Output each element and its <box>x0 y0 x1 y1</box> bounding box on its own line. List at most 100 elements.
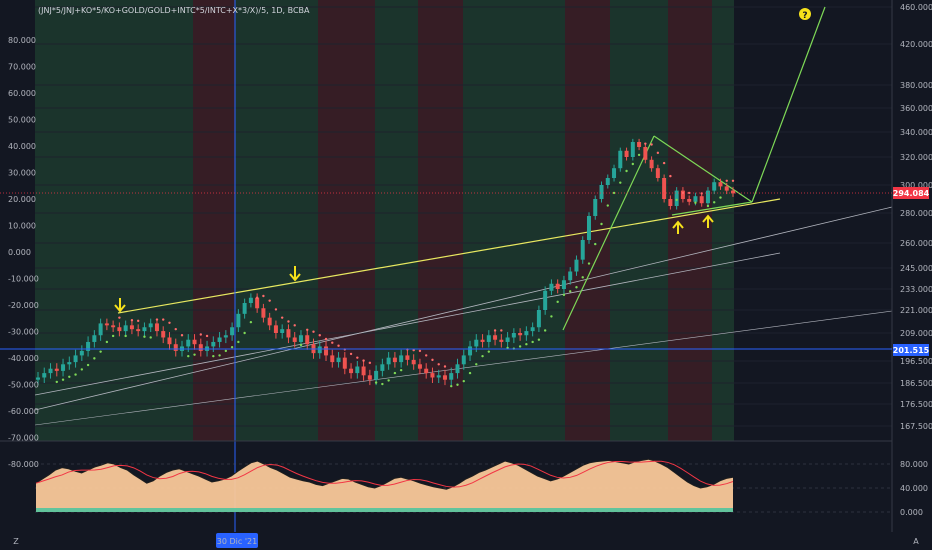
ma-dot <box>675 198 678 202</box>
right-axis: 460.000 420.000 380.000 360.000 340.000 320.0… <box>891 0 932 532</box>
candle-body <box>267 317 272 326</box>
ma-dot <box>468 371 472 375</box>
ma-dot <box>719 196 722 199</box>
trendline-green[interactable] <box>562 135 655 331</box>
arrow-up-icon <box>702 214 714 228</box>
ma-dot <box>306 328 309 332</box>
timezone-button[interactable]: Z <box>13 537 19 546</box>
ma-dot <box>155 318 159 321</box>
time-axis-bar <box>0 532 932 550</box>
auto-scale-button[interactable]: A <box>913 537 919 546</box>
candle-body <box>461 355 466 365</box>
candle-body <box>104 323 109 326</box>
ma-dot <box>443 365 447 368</box>
last-price-label: 294.084 <box>893 189 930 198</box>
ma-dot <box>174 327 177 331</box>
trendline-gray[interactable] <box>34 252 781 396</box>
ma-dot <box>631 162 635 166</box>
candle-body <box>129 325 134 330</box>
horizontal-level-label: 201.515 <box>893 346 930 355</box>
candle-body <box>699 196 704 204</box>
candle-body <box>330 355 335 363</box>
candle-body <box>298 335 303 342</box>
ma-dot <box>180 334 184 337</box>
ma-dot <box>168 321 171 324</box>
grid <box>35 6 892 427</box>
candle-body <box>605 178 610 185</box>
candle-body <box>668 199 673 206</box>
ma-dot <box>625 169 628 173</box>
ma-dot <box>262 294 265 298</box>
ma-dot <box>118 316 121 319</box>
left-axis-tick: -10.000 <box>8 275 39 284</box>
candle-body <box>399 355 404 363</box>
candle-body <box>92 335 97 342</box>
candle-body <box>449 373 454 380</box>
ma-dot <box>418 349 422 353</box>
candle-body <box>142 327 147 332</box>
ma-dot <box>562 293 566 297</box>
trendline-gray[interactable] <box>34 206 893 411</box>
candle-body <box>593 199 598 216</box>
ma-dot <box>531 340 534 344</box>
candle-body <box>411 359 416 365</box>
ma-dot <box>349 352 353 356</box>
arrow-down-icon <box>289 266 301 282</box>
left-axis-tick: -40.000 <box>8 354 39 363</box>
ma-dot <box>105 340 109 344</box>
ma-dot <box>487 350 491 353</box>
candle-body <box>430 373 435 378</box>
candle-body <box>436 375 441 378</box>
candle-body <box>361 366 366 376</box>
left-axis-tick: -30.000 <box>8 328 39 337</box>
candle-body <box>54 368 59 371</box>
ma-dot <box>324 337 328 341</box>
left-axis-tick: 70.000 <box>8 63 36 72</box>
left-axis-tick: -60.000 <box>8 407 39 416</box>
ma-dot <box>80 368 84 371</box>
projection-line[interactable] <box>751 6 826 203</box>
trendline-green[interactable] <box>653 135 753 203</box>
candle-body <box>693 196 698 202</box>
candle-body <box>718 182 723 187</box>
trendline-yellow[interactable] <box>117 198 781 314</box>
trend-lines[interactable] <box>34 6 893 426</box>
ma-dot <box>681 191 685 195</box>
ma-dot <box>656 151 660 155</box>
right-axis-tick: 245.000 <box>900 264 932 273</box>
right-axis-tick: 320.000 <box>900 153 932 162</box>
ma-dot <box>399 368 403 372</box>
ma-dot <box>243 331 246 335</box>
left-axis-tick: -80.000 <box>8 460 39 469</box>
candle-body <box>637 142 642 147</box>
last-price-tag <box>893 187 929 199</box>
candle-body <box>217 337 222 342</box>
candle-body <box>374 370 379 380</box>
candle-body <box>687 199 692 202</box>
candle-body <box>724 186 729 191</box>
ma-dot <box>212 354 215 358</box>
candle-body <box>186 339 191 347</box>
ma-dot <box>224 349 228 353</box>
ma-dot <box>293 324 296 327</box>
arrow-up-icon <box>672 220 684 234</box>
candle-body <box>79 350 84 356</box>
right-axis-tick: 280.000 <box>900 209 932 218</box>
candle-body <box>42 373 47 378</box>
ma-dot <box>362 359 365 362</box>
trendline-green[interactable] <box>671 201 753 216</box>
left-axis-tick: 30.000 <box>8 169 36 178</box>
left-axis-tick: 20.000 <box>8 195 36 204</box>
left-axis: 80.000 70.000 60.000 50.000 40.000 30.000 20.0… <box>8 36 39 469</box>
ma-dot <box>713 201 716 204</box>
candle-body <box>317 346 322 354</box>
ma-dot <box>694 201 697 204</box>
ma-dot <box>205 334 209 338</box>
candle-body <box>442 375 447 380</box>
ma-dot <box>93 357 96 360</box>
ma-dot <box>575 286 578 289</box>
candle-body <box>480 339 485 342</box>
candle-body <box>230 327 235 336</box>
red-zone <box>318 0 375 441</box>
